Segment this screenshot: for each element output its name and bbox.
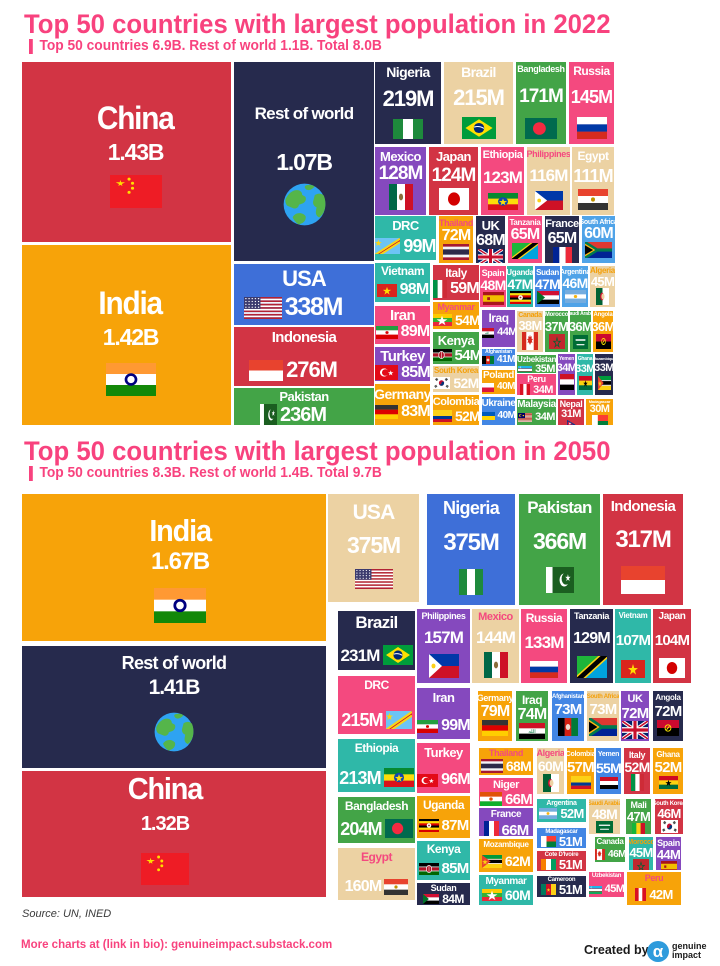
svg-text:الله: الله xyxy=(485,331,489,335)
svg-text:الله: الله xyxy=(528,729,536,735)
